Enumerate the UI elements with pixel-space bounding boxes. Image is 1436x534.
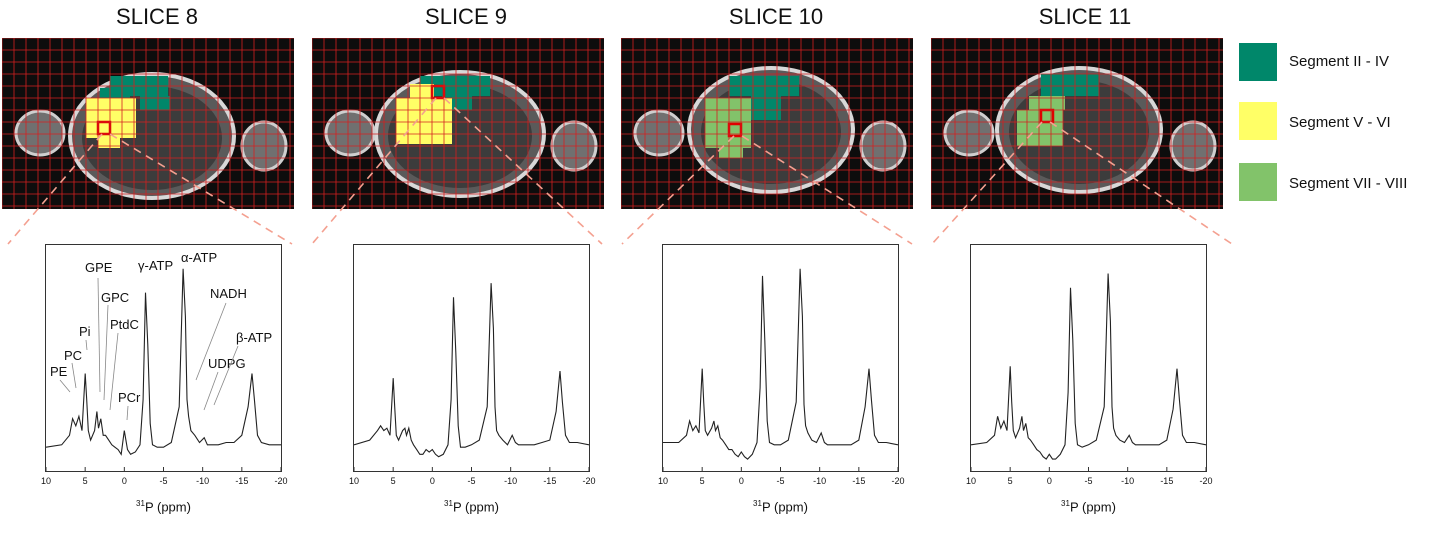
spectrum-plot-slice-11	[970, 244, 1207, 472]
spectrum-svg	[663, 268, 898, 471]
mri-image-slice-11	[931, 38, 1223, 209]
slice-title: SLICE 10	[728, 4, 824, 29]
x-tick-label: -5	[467, 476, 476, 486]
legend-swatch-segment-v-vi	[1239, 102, 1277, 140]
spectrum-svg	[971, 273, 1206, 471]
peak-label: γ-ATP	[138, 258, 174, 273]
peak-label: PCr	[118, 390, 141, 405]
x-tick-label: 0	[121, 476, 127, 486]
voxel-grid	[621, 38, 913, 209]
spectrum-line	[46, 268, 281, 456]
x-tick-label: -15	[543, 476, 557, 486]
x-tick-label: -15	[852, 476, 866, 486]
x-tick-label: -10	[1121, 476, 1135, 486]
x-tick-label: 10	[40, 476, 51, 486]
peak-label: GPE	[85, 260, 113, 275]
x-axis-label: 31P (ppm)	[1061, 499, 1116, 515]
segment-voxels	[86, 76, 170, 148]
x-tick-label: -20	[582, 476, 596, 486]
x-tick-label: -5	[159, 476, 168, 486]
x-tick-label: 10	[348, 476, 359, 486]
legend-label: Segment II - IV	[1289, 53, 1390, 70]
peak-label: NADH	[210, 286, 247, 301]
spectrum-plot-slice-8	[45, 244, 282, 472]
x-tick-label: -20	[891, 476, 905, 486]
mri-svg	[621, 38, 913, 209]
x-tick-label: -10	[504, 476, 518, 486]
x-tick-label: -10	[813, 476, 827, 486]
spectrum-plot-slice-10	[662, 244, 899, 472]
peak-leader-line	[103, 304, 109, 401]
mri-svg	[931, 38, 1223, 209]
x-axis-label: 31P (ppm)	[753, 499, 808, 515]
x-tick-label: -15	[1160, 476, 1174, 486]
connector-line	[7, 133, 103, 245]
x-tick-label: -5	[1084, 476, 1093, 486]
legend-label: Segment VII - VIII	[1289, 175, 1408, 192]
x-tick-label: 0	[429, 476, 435, 486]
peak-leader-line	[59, 379, 71, 393]
mri-image-slice-9	[312, 38, 604, 209]
peak-leader-line	[203, 371, 219, 411]
peak-leader-line	[213, 345, 239, 406]
peak-label: β-ATP	[236, 330, 273, 345]
mri-image-slice-10	[621, 38, 913, 209]
peak-leader-line	[85, 339, 88, 351]
x-tick-label: 10	[965, 476, 976, 486]
x-tick-label: 5	[1007, 476, 1013, 486]
peak-leader-line	[97, 277, 101, 393]
peak-label: PtdC	[110, 317, 139, 332]
x-axis-label: 31P (ppm)	[444, 499, 499, 515]
connector-line	[443, 97, 603, 245]
connector-line	[311, 97, 437, 245]
peak-label: PE	[50, 364, 68, 379]
spectrum-plot-slice-9	[353, 244, 590, 472]
legend-swatch-segment-ii-iv	[1239, 43, 1277, 81]
peak-label: PC	[64, 348, 83, 363]
x-axis-label: 31P (ppm)	[136, 499, 191, 515]
peak-label: Pi	[79, 324, 91, 339]
spectrum-line	[971, 273, 1206, 460]
x-tick-label: 0	[738, 476, 744, 486]
legend-swatch-segment-vii-viii	[1239, 163, 1277, 201]
x-tick-label: -20	[1199, 476, 1213, 486]
x-tick-label: 5	[82, 476, 88, 486]
voxel-grid	[931, 38, 1223, 209]
peak-leader-line	[195, 302, 227, 381]
spectrum-svg	[354, 283, 589, 471]
peak-leader-line	[126, 405, 129, 421]
x-tick-label: -15	[235, 476, 249, 486]
x-tick-label: 5	[699, 476, 705, 486]
slice-title: SLICE 8	[116, 4, 198, 29]
mri-image-slice-8	[2, 38, 294, 209]
x-tick-label: -10	[196, 476, 210, 486]
x-tick-label: 10	[657, 476, 668, 486]
peak-leader-line	[109, 332, 119, 411]
peak-label: UDPG	[208, 356, 246, 371]
connector-line	[621, 135, 735, 245]
peak-leader-line	[71, 362, 77, 389]
peak-label: α-ATP	[181, 250, 218, 265]
legend-label: Segment V - VI	[1289, 114, 1391, 131]
x-tick-label: 0	[1046, 476, 1052, 486]
spectrum-line	[663, 268, 898, 460]
x-tick-label: 5	[390, 476, 396, 486]
x-tick-label: -5	[776, 476, 785, 486]
spectrum-line	[354, 283, 589, 458]
voxel-grid	[312, 38, 604, 209]
mri-svg	[312, 38, 604, 209]
connector-line	[741, 135, 913, 245]
spectrum-svg	[46, 268, 281, 471]
slice-title: SLICE 11	[1038, 4, 1132, 29]
connector-line	[1049, 121, 1233, 245]
slice-title: SLICE 9	[425, 4, 507, 29]
connector-line	[109, 133, 293, 245]
peak-label: GPC	[101, 290, 130, 305]
x-tick-label: -20	[274, 476, 288, 486]
segment-voxels	[396, 76, 490, 144]
